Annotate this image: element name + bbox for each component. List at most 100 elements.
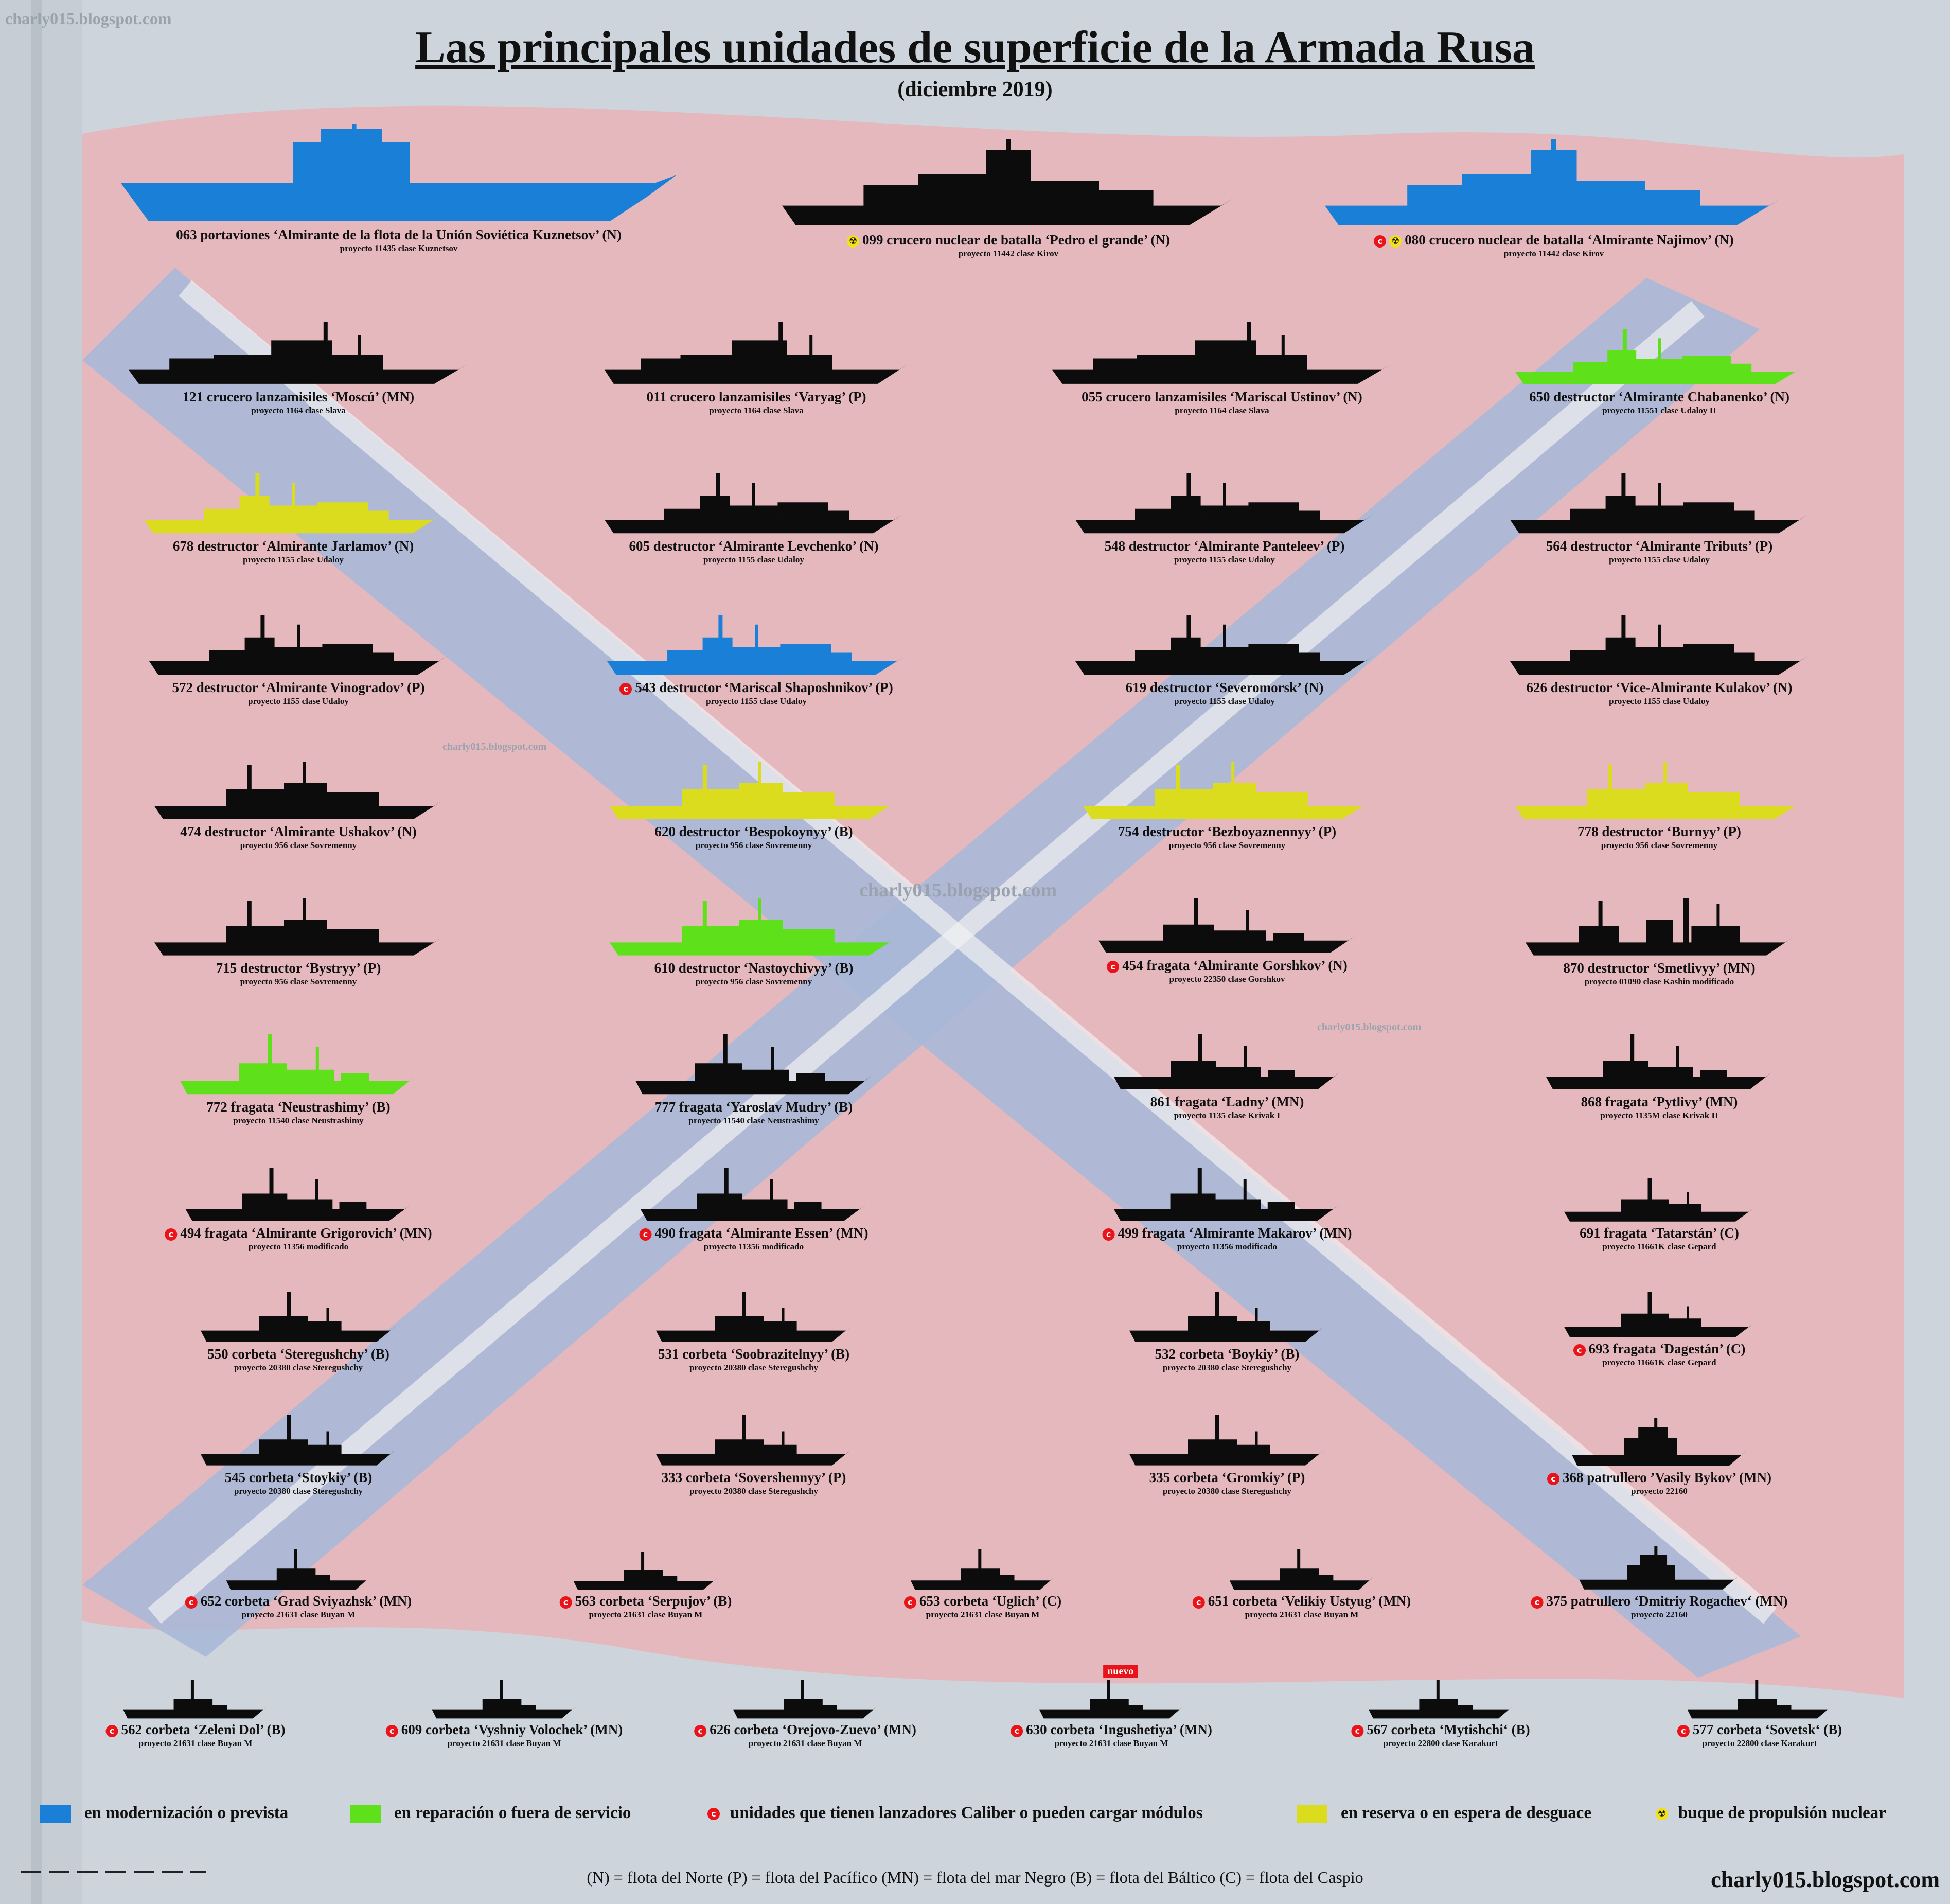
ship-project: proyecto 20380 clase Steregushchy [234, 1363, 363, 1372]
ship-name: 651 corbeta ‘Velikiy Ustyug’ (MN) [1208, 1593, 1411, 1609]
ship-silhouette [1229, 1549, 1374, 1590]
page-title: Las principales unidades de superficie d… [415, 23, 1535, 73]
caliber-badge-icon: c [1102, 1228, 1115, 1241]
ship-project: proyecto 21631 clase Buyan M [589, 1610, 703, 1619]
ship-name: 333 corbeta ‘Sovershennyy’ (P) [661, 1470, 846, 1485]
nuclear-icon: ☢ [847, 235, 860, 248]
ship-silhouette-shape [1546, 1034, 1772, 1089]
ship-entry: 861 fragata ‘Ladny’ (MN) proyecto 1135 cl… [1114, 1034, 1340, 1121]
ship-silhouette [129, 322, 468, 384]
ship-entry: c 609 corbeta ‘Vyshniy Volochek’ (MN) proy… [385, 1680, 623, 1749]
ship-silhouette-shape [656, 1292, 852, 1342]
ship-silhouette-shape [1098, 898, 1356, 953]
ship-entry: c 567 corbeta ‘Mytishchi‘ (B) proyecto 228… [1351, 1680, 1530, 1749]
ship-silhouette [607, 615, 906, 675]
ship-silhouette [1083, 762, 1371, 819]
ship-project: proyecto 956 clase Sovremenny [695, 840, 812, 850]
ship-entry: c 490 fragata ‘Almirante Essen’ (MN) proye… [639, 1168, 868, 1253]
ship-project: proyecto 11356 modificado [703, 1242, 804, 1251]
ship-silhouette [610, 898, 898, 956]
legend-blue-label: en modernización o prevista [84, 1804, 289, 1822]
ship-silhouette [154, 762, 442, 819]
ship-caption: c 577 corbeta ‘Sovetsk‘ (B) [1677, 1721, 1842, 1738]
caliber-badge-icon: c [1374, 235, 1387, 248]
ship-silhouette [201, 1415, 396, 1466]
ship-name: 550 corbeta ‘Steregushchy’ (B) [207, 1346, 389, 1362]
ship-silhouette [1526, 898, 1793, 956]
ship-caption: 778 destructor ‘Burnyy’ (P) [1515, 823, 1803, 840]
ship-name: 577 corbeta ‘Sovetsk‘ (B) [1692, 1722, 1842, 1737]
ship-project: proyecto 11661K clase Gepard [1602, 1358, 1716, 1367]
ship-name: 055 crucero lanzamisiles ‘Mariscal Ustin… [1082, 389, 1362, 404]
ship-silhouette-shape [1687, 1680, 1832, 1719]
watermark-small: charly015.blogspot.com [442, 741, 547, 752]
ship-project: proyecto 21631 clase Buyan M [1054, 1738, 1168, 1748]
ship-entry: 754 destructor ‘Bezboyaznennyy’ (P) proye… [1083, 762, 1371, 851]
ship-entry: c 693 fragata ‘Dagestán’ (C) proyecto 1166… [1564, 1292, 1754, 1368]
ship-name: 543 destructor ‘Mariscal Shaposhnikov’ (… [635, 680, 893, 695]
ship-name: 626 destructor ‘Vice-Almirante Kulakov’ … [1526, 680, 1793, 695]
ship-project: proyecto 22160 [1631, 1610, 1688, 1619]
ship-caption: 564 destructor ‘Almirante Tributs’ (P) [1510, 538, 1809, 554]
ship-entry: 620 destructor ‘Bespokoynyy’ (B) proyecto… [610, 762, 898, 851]
ship-caption: 550 corbeta ‘Steregushchy’ (B) [201, 1346, 396, 1362]
ship-entry: c 653 corbeta ‘Uglich’ (C) proyecto 21631 … [903, 1549, 1062, 1620]
ship-name: 567 corbeta ‘Mytishchi‘ (B) [1367, 1722, 1530, 1737]
ship-project: proyecto 11540 clase Neustrashimy [688, 1116, 819, 1125]
ship-entry: c 577 corbeta ‘Sovetsk‘ (B) proyecto 22800… [1677, 1680, 1842, 1749]
ship-silhouette [1579, 1546, 1739, 1590]
ship-name: 335 corbeta ‘Gromkiy’ (P) [1149, 1470, 1305, 1485]
ship-entry: c 454 fragata ‘Almirante Gorshkov’ (N) pro… [1098, 898, 1356, 985]
ship-caption: 868 fragata ‘Pytlivy’ (MN) [1546, 1094, 1772, 1110]
ship-entry: 691 fragata ‘Tatarstán’ (C) proyecto 1166… [1564, 1178, 1754, 1253]
ship-entry: 772 fragata ‘Neustrashimy’ (B) proyecto 1… [180, 1034, 417, 1126]
ship-silhouette [733, 1680, 877, 1719]
ship-name: 653 corbeta ‘Uglich’ (C) [919, 1593, 1062, 1609]
ship-project: proyecto 11661K clase Gepard [1602, 1242, 1716, 1251]
ship-silhouette [1098, 898, 1356, 953]
ship-project: proyecto 1155 clase Udaloy [243, 555, 344, 565]
ship-project: proyecto 11435 clase Kuznetsov [340, 243, 458, 253]
ship-silhouette [656, 1292, 852, 1342]
ship-silhouette [1129, 1292, 1325, 1342]
ship-silhouette [185, 1168, 412, 1221]
ship-name: 691 fragata ‘Tatarstán’ (C) [1580, 1225, 1739, 1241]
ship-silhouette [1510, 615, 1809, 675]
ship-name: 754 destructor ‘Bezboyaznennyy’ (P) [1118, 824, 1337, 839]
ship-name: 121 crucero lanzamisiles ‘Moscú’ (MN) [182, 389, 415, 404]
ship-silhouette [154, 898, 442, 956]
ship-silhouette-shape [144, 473, 442, 534]
ship-project: proyecto 20380 clase Steregushchy [1162, 1486, 1292, 1496]
nuclear-icon: ☢ [1656, 1808, 1668, 1821]
ship-entry: 531 corbeta ‘Soobrazitelnyy’ (B) proyecto… [656, 1292, 852, 1373]
ship-name: 870 destructor ‘Smetlivyy’ (MN) [1563, 960, 1756, 976]
ship-name: 693 fragata ‘Dagestán’ (C) [1588, 1341, 1746, 1356]
ship-entry: ☢ 099 crucero nuclear de batalla ‘Pedro e… [782, 139, 1235, 259]
ship-silhouette [1129, 1415, 1325, 1466]
legend-swatch-blue [40, 1805, 71, 1824]
legend-yellow: en reserva o en espera de desguace [1297, 1804, 1591, 1824]
ship-name: 609 corbeta ‘Vyshniy Volochek’ (MN) [401, 1722, 623, 1737]
ship-caption: ☢ 099 crucero nuclear de batalla ‘Pedro e… [782, 232, 1235, 248]
ship-project: proyecto 21631 clase Buyan M [926, 1610, 1040, 1619]
watermark-top: charly015.blogspot.com [5, 9, 172, 28]
ship-caption: 691 fragata ‘Tatarstán’ (C) [1564, 1225, 1754, 1241]
ship-caption: c ☢ 080 crucero nuclear de batalla ‘Almira… [1325, 232, 1783, 248]
ship-silhouette-shape [1075, 473, 1374, 534]
ship-entry: c 375 patrullero ‘Dmitriy Rogachev‘ (MN) p… [1531, 1546, 1787, 1620]
ship-entry: 550 corbeta ‘Steregushchy’ (B) proyecto 2… [201, 1292, 396, 1373]
ship-name: 650 destructor ‘Almirante Chabanenko’ (N… [1529, 389, 1789, 404]
ship-silhouette [1075, 615, 1374, 675]
legend-blue: en modernización o prevista [40, 1804, 289, 1824]
legend-nuclear-label: buque de propulsión nuclear [1678, 1804, 1886, 1822]
ship-silhouette-shape [1369, 1680, 1513, 1719]
ship-silhouette-shape [1052, 322, 1392, 384]
ship-silhouette [1564, 1178, 1754, 1222]
ship-silhouette-shape [1325, 139, 1783, 225]
ship-entry: 626 destructor ‘Vice-Almirante Kulakov’ … [1510, 615, 1809, 707]
caliber-badge-icon: c [1107, 960, 1120, 973]
caliber-badge-icon: c [559, 1596, 572, 1609]
ship-project: proyecto 11442 clase Kirov [958, 249, 1059, 258]
ship-project: proyecto 1155 clase Udaloy [248, 696, 349, 706]
